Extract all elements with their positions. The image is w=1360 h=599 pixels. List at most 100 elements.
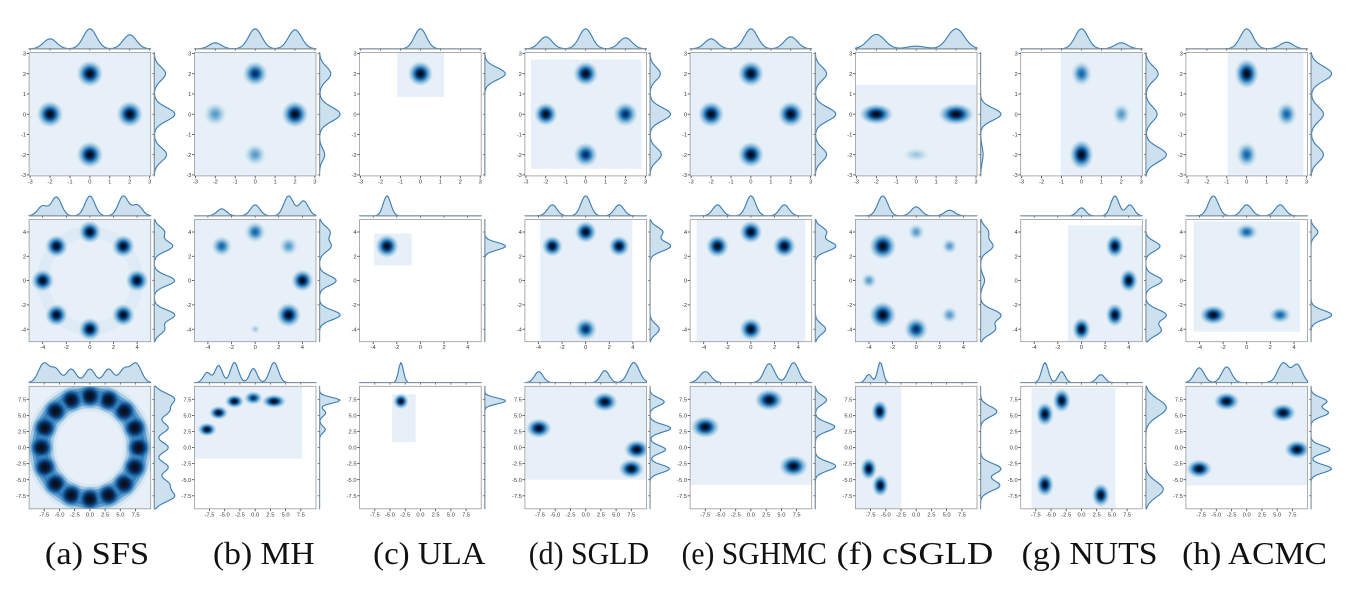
svg-text:3: 3 [1140,179,1143,185]
svg-text:0.0: 0.0 [251,512,259,518]
svg-text:(d) SGLD: (d) SGLD [529,535,649,571]
svg-text:2: 2 [789,179,792,185]
svg-text:2: 2 [23,254,26,260]
svg-text:-7.5: -7.5 [39,512,49,518]
svg-text:-5.0: -5.0 [1211,512,1221,518]
svg-text:0: 0 [23,112,26,118]
svg-text:0.0: 0.0 [582,512,590,518]
svg-text:7.5: 7.5 [183,397,191,403]
svg-text:-3: -3 [847,173,852,179]
svg-text:4: 4 [353,230,357,236]
svg-text:3: 3 [1014,52,1017,58]
svg-text:5.0: 5.0 [282,512,290,518]
svg-text:0: 0 [353,112,356,118]
svg-text:(b) MH: (b) MH [213,535,315,571]
svg-text:0.0: 0.0 [18,446,26,452]
svg-text:0: 0 [684,112,687,118]
svg-text:4: 4 [135,345,139,351]
svg-text:4: 4 [1180,230,1184,236]
svg-text:2: 2 [684,72,687,78]
svg-text:7.5: 7.5 [514,397,522,403]
svg-text:-7.5: -7.5 [866,512,876,518]
svg-text:0.0: 0.0 [1010,446,1018,452]
svg-text:1: 1 [519,92,522,98]
svg-text:5.0: 5.0 [183,414,191,420]
svg-text:-1: -1 [563,179,568,185]
svg-text:0: 0 [684,279,687,285]
svg-text:4: 4 [466,345,470,351]
svg-text:-2: -2 [847,303,852,309]
svg-text:2: 2 [519,254,522,260]
svg-text:-4: -4 [205,345,211,351]
svg-text:-5.0: -5.0 [16,478,26,484]
svg-text:7.5: 7.5 [349,397,357,403]
svg-text:-2.5: -2.5 [731,512,741,518]
svg-text:-1: -1 [682,133,687,139]
svg-text:5.0: 5.0 [777,512,785,518]
svg-text:-7.5: -7.5 [1173,494,1183,500]
svg-text:-3: -3 [186,173,191,179]
svg-text:2.5: 2.5 [844,430,852,436]
svg-text:5.0: 5.0 [679,414,687,420]
svg-text:5.0: 5.0 [844,414,852,420]
svg-text:0.0: 0.0 [679,446,687,452]
svg-text:1: 1 [604,179,607,185]
svg-text:-5.0: -5.0 [550,512,560,518]
svg-text:0: 0 [849,112,852,118]
svg-text:2: 2 [1014,254,1017,260]
svg-text:2: 2 [277,345,280,351]
svg-text:3: 3 [479,179,482,185]
svg-text:-2.5: -2.5 [566,512,576,518]
svg-text:-5.0: -5.0 [881,512,891,518]
svg-text:0: 0 [1080,179,1083,185]
svg-text:-5.0: -5.0 [220,512,230,518]
svg-text:-2: -2 [847,153,852,159]
svg-text:-2: -2 [64,345,69,351]
svg-text:-5.0: -5.0 [677,478,687,484]
svg-text:-1: -1 [517,133,522,139]
svg-text:-5.0: -5.0 [181,478,191,484]
svg-text:1: 1 [769,179,772,185]
svg-text:2.5: 2.5 [18,430,26,436]
svg-text:3: 3 [313,179,316,185]
svg-text:-7.5: -7.5 [700,512,710,518]
svg-text:2: 2 [1014,72,1017,78]
svg-text:-2: -2 [682,303,687,309]
svg-text:0: 0 [419,179,422,185]
svg-text:4: 4 [23,230,27,236]
svg-text:2: 2 [353,254,356,260]
svg-text:-4: -4 [701,345,707,351]
svg-text:0.0: 0.0 [1243,512,1251,518]
svg-text:-1: -1 [1178,133,1183,139]
svg-text:-5.0: -5.0 [842,478,852,484]
svg-text:-2: -2 [186,153,191,159]
svg-text:-2.5: -2.5 [400,512,410,518]
svg-text:0: 0 [1180,279,1183,285]
svg-text:-1: -1 [21,133,26,139]
svg-text:5.0: 5.0 [349,414,357,420]
svg-text:-2: -2 [560,345,565,351]
svg-text:-2: -2 [517,153,522,159]
svg-text:2.5: 2.5 [597,512,605,518]
svg-text:2.5: 2.5 [762,512,770,518]
svg-text:-2: -2 [517,303,522,309]
svg-text:3: 3 [519,52,522,58]
svg-text:3: 3 [188,52,191,58]
svg-text:-3: -3 [517,173,522,179]
svg-text:-4: -4 [1178,327,1184,333]
svg-text:2: 2 [353,72,356,78]
svg-text:1: 1 [1180,92,1183,98]
svg-text:5.0: 5.0 [116,512,124,518]
svg-text:-4: -4 [1032,345,1038,351]
svg-text:7.5: 7.5 [1010,397,1018,403]
svg-text:-7.5: -7.5 [1031,512,1041,518]
svg-text:1: 1 [1014,92,1017,98]
svg-text:-2: -2 [394,345,399,351]
svg-text:2.5: 2.5 [1093,512,1101,518]
svg-text:2: 2 [1285,179,1288,185]
svg-text:-7.5: -7.5 [181,494,191,500]
svg-text:-3: -3 [1013,173,1018,179]
svg-text:-3: -3 [28,179,33,185]
svg-text:-1: -1 [728,179,733,185]
svg-text:5.0: 5.0 [1010,414,1018,420]
